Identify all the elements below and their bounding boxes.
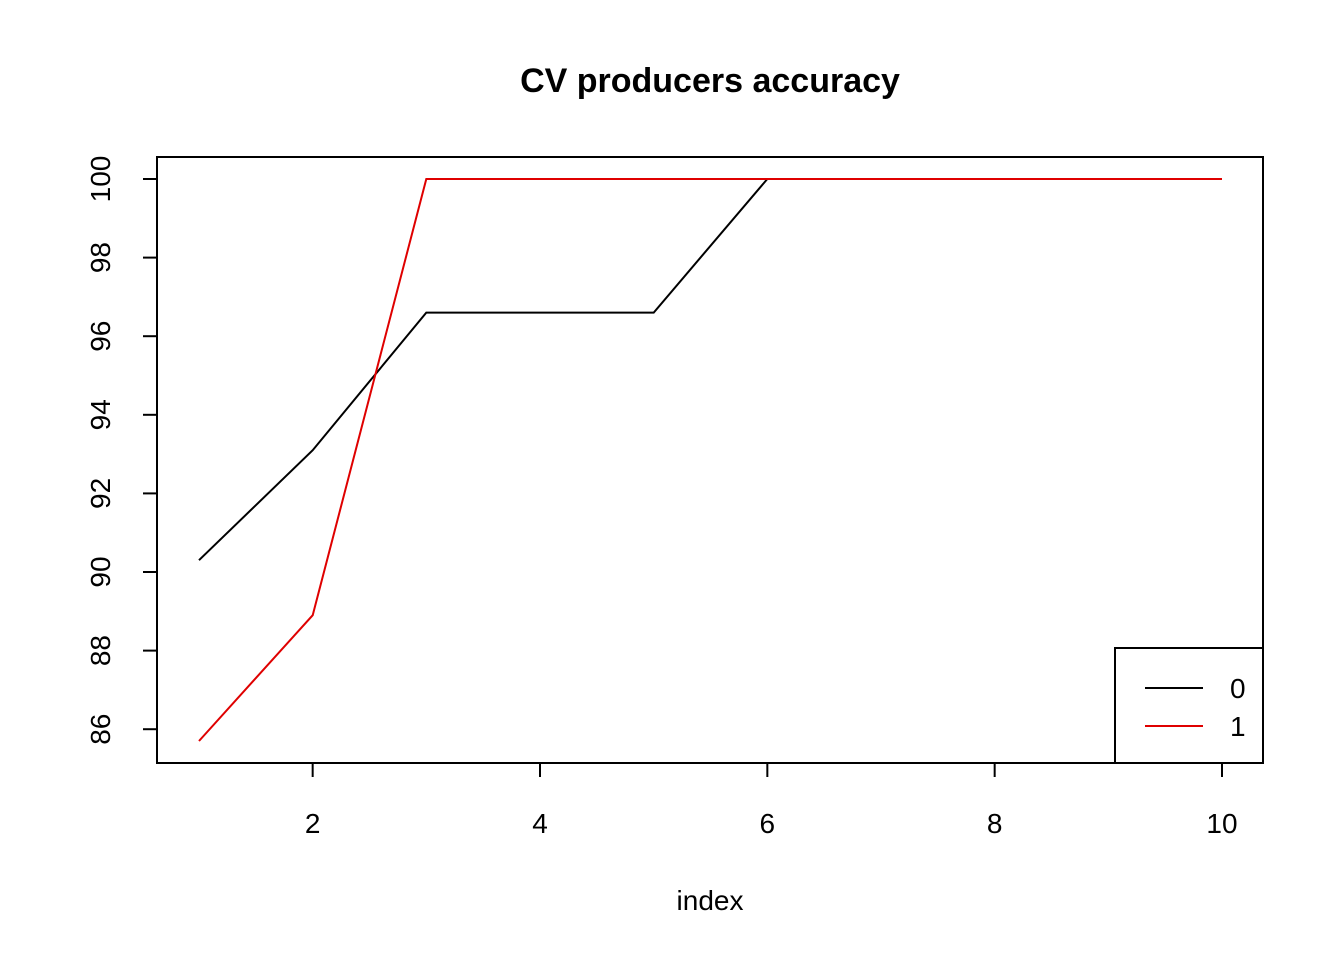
legend: 01 xyxy=(1114,647,1264,764)
legend-box xyxy=(1114,647,1264,764)
x-tick-label: 6 xyxy=(760,808,776,839)
y-tick-label: 86 xyxy=(85,714,116,745)
y-axis: 86 88 90 92 94 96 98 100 xyxy=(85,156,158,745)
x-tick-label: 8 xyxy=(987,808,1003,839)
y-tick-label: 96 xyxy=(85,321,116,352)
y-tick-label: 94 xyxy=(85,399,116,430)
x-tick-label: 2 xyxy=(305,808,321,839)
legend-label-1: 1 xyxy=(1230,711,1246,742)
x-tick-label: 4 xyxy=(532,808,548,839)
y-tick-label: 90 xyxy=(85,556,116,587)
y-tick-label: 98 xyxy=(85,242,116,273)
series-line-1 xyxy=(198,178,1222,742)
x-axis: 2 4 6 8 10 xyxy=(305,762,1238,839)
y-tick-label: 88 xyxy=(85,635,116,666)
legend-label-0: 0 xyxy=(1230,673,1246,704)
y-tick-label: 92 xyxy=(85,478,116,509)
x-tick-label: 10 xyxy=(1206,808,1237,839)
x-axis-label: index xyxy=(677,885,744,916)
chart-title: CV producers accuracy xyxy=(520,62,900,100)
y-tick-label: 100 xyxy=(85,156,116,203)
series-layer xyxy=(198,178,1222,742)
